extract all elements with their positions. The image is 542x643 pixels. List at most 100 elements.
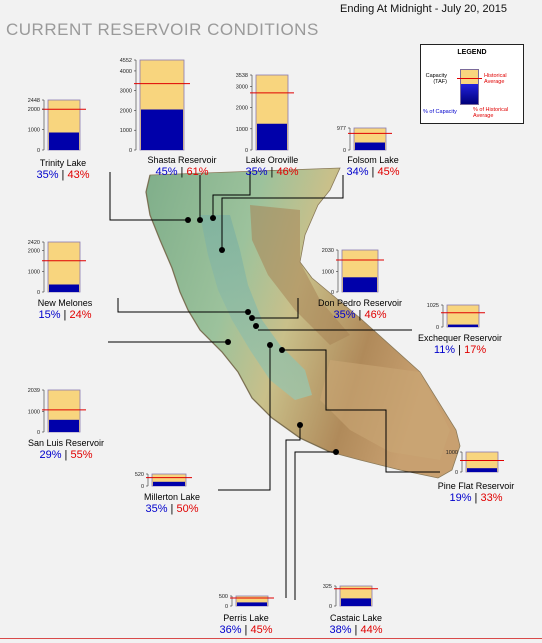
pct-separator: | — [471, 492, 481, 504]
connector-line — [109, 172, 188, 221]
reservoir-name: Perris Lake — [223, 613, 269, 623]
pct-capacity: 36% — [219, 624, 242, 636]
pct-separator: | — [455, 344, 465, 356]
connector-line — [212, 172, 251, 218]
connector-line — [117, 298, 248, 313]
legend-capacity-label: Capacity (TAF) — [425, 73, 447, 85]
reservoir-chart: 3538 3000 2000 1000 0 — [236, 73, 294, 154]
legend-swatch — [457, 69, 482, 105]
pct-capacity: 29% — [39, 449, 62, 461]
pct-historical: 43% — [67, 169, 90, 181]
pct-historical: 33% — [480, 492, 503, 504]
reservoir-chart: 2420 2000 1000 0 — [28, 240, 86, 296]
ocean-shadow — [145, 174, 331, 453]
storage-bar — [257, 123, 287, 150]
tick-label: 1000 — [28, 128, 40, 134]
reservoir-percentages: 15% | 24% — [5, 309, 125, 321]
tick-label: 2000 — [236, 106, 248, 112]
pct-capacity: 11% — [433, 344, 456, 356]
pct-separator: | — [167, 503, 177, 515]
pct-separator: | — [368, 166, 378, 178]
tick-label: 2039 — [28, 388, 40, 394]
pct-capacity: 19% — [449, 492, 472, 504]
connector-line — [285, 425, 301, 598]
reservoir-location-dot — [253, 323, 259, 329]
legend-historical-label: Historical Average — [484, 73, 507, 85]
reservoir-chart: 2039 1000 0 — [28, 388, 86, 436]
reservoir-name: Exchequer Reservoir — [417, 333, 503, 343]
tick-label: 2000 — [28, 249, 40, 255]
pct-capacity: 35% — [245, 166, 268, 178]
pct-historical: 61% — [186, 166, 209, 178]
tick-label: 520 — [135, 472, 144, 478]
tick-label: 2000 — [120, 108, 132, 114]
reservoir-name: Shasta Reservoir — [147, 155, 217, 165]
reservoir-location-dot — [297, 422, 303, 428]
tick-label: 0 — [37, 148, 40, 154]
reservoir-percentages: 11% | 17% — [400, 344, 520, 356]
tick-label: 1025 — [427, 303, 439, 309]
tick-label: 0 — [37, 290, 40, 296]
pct-capacity: 35% — [36, 169, 59, 181]
storage-bar — [49, 284, 79, 292]
reservoir-location-dot — [267, 342, 273, 348]
pct-separator: | — [177, 166, 187, 178]
storage-bar — [153, 481, 185, 486]
storage-bar — [141, 109, 183, 150]
tick-label: 1000 — [28, 409, 40, 415]
pct-separator: | — [351, 624, 361, 636]
tick-label: 1000 — [28, 269, 40, 275]
central-valley — [200, 215, 312, 400]
reservoir-name: Trinity Lake — [39, 158, 87, 168]
pct-capacity: 15% — [38, 309, 61, 321]
reservoir-location-dot — [219, 247, 225, 253]
reservoir-name: Don Pedro Reservoir — [317, 298, 403, 308]
legend-pct-historical-label: % of Historical Average — [473, 107, 509, 119]
reservoir-name: New Melones — [37, 298, 93, 308]
tick-label: 325 — [323, 584, 332, 590]
date-line: Ending At Midnight - July 20, 2015 — [340, 3, 507, 15]
connector-line — [282, 349, 440, 473]
pct-capacity: 38% — [329, 624, 352, 636]
reservoir-name: Millerton Lake — [143, 492, 201, 502]
pct-historical: 45% — [250, 624, 273, 636]
pct-historical: 45% — [377, 166, 400, 178]
reservoir-percentages: 29% | 55% — [6, 449, 126, 461]
reservoir-chart: 4552 4000 3000 2000 1000 0 — [120, 58, 190, 154]
pct-historical: 17% — [464, 344, 487, 356]
connector-line — [294, 451, 336, 600]
tick-label: 2420 — [28, 240, 40, 246]
reservoir-percentages: 35% | 50% — [112, 503, 232, 515]
reservoir-location-dot — [279, 347, 285, 353]
pct-capacity: 45% — [155, 166, 178, 178]
tick-label: 0 — [343, 148, 346, 154]
pct-separator: | — [58, 169, 68, 181]
reservoir-percentages: 35% | 43% — [3, 169, 123, 181]
legend-title: LEGEND — [457, 49, 487, 56]
reservoir-name: Folsom Lake — [347, 155, 399, 165]
tick-label: 0 — [37, 430, 40, 436]
reservoir-chart: 2448 2000 1000 0 — [28, 98, 86, 154]
reservoir-percentages: 38% | 44% — [296, 624, 416, 636]
reservoir-location-dot — [210, 215, 216, 221]
reservoir-location-dot — [185, 217, 191, 223]
pct-historical: 24% — [69, 309, 92, 321]
reservoir-location-dot — [245, 309, 251, 315]
legend-storage-fill — [461, 83, 478, 104]
tick-label: 3000 — [236, 84, 248, 90]
legend-pct-capacity-label: % of Capacity — [423, 109, 457, 115]
pct-separator: | — [241, 624, 251, 636]
pct-separator: | — [355, 309, 365, 321]
connector-line — [218, 345, 271, 491]
reservoir-percentages: 19% | 33% — [416, 492, 536, 504]
pct-historical: 44% — [360, 624, 383, 636]
tick-label: 0 — [436, 325, 439, 331]
connector-line — [255, 298, 299, 319]
legend-historical-line — [457, 78, 482, 79]
pct-historical: 46% — [276, 166, 299, 178]
storage-bar — [448, 324, 478, 327]
tick-label: 2030 — [322, 248, 334, 254]
tick-label: 1000 — [446, 450, 458, 456]
tick-label: 0 — [455, 470, 458, 476]
